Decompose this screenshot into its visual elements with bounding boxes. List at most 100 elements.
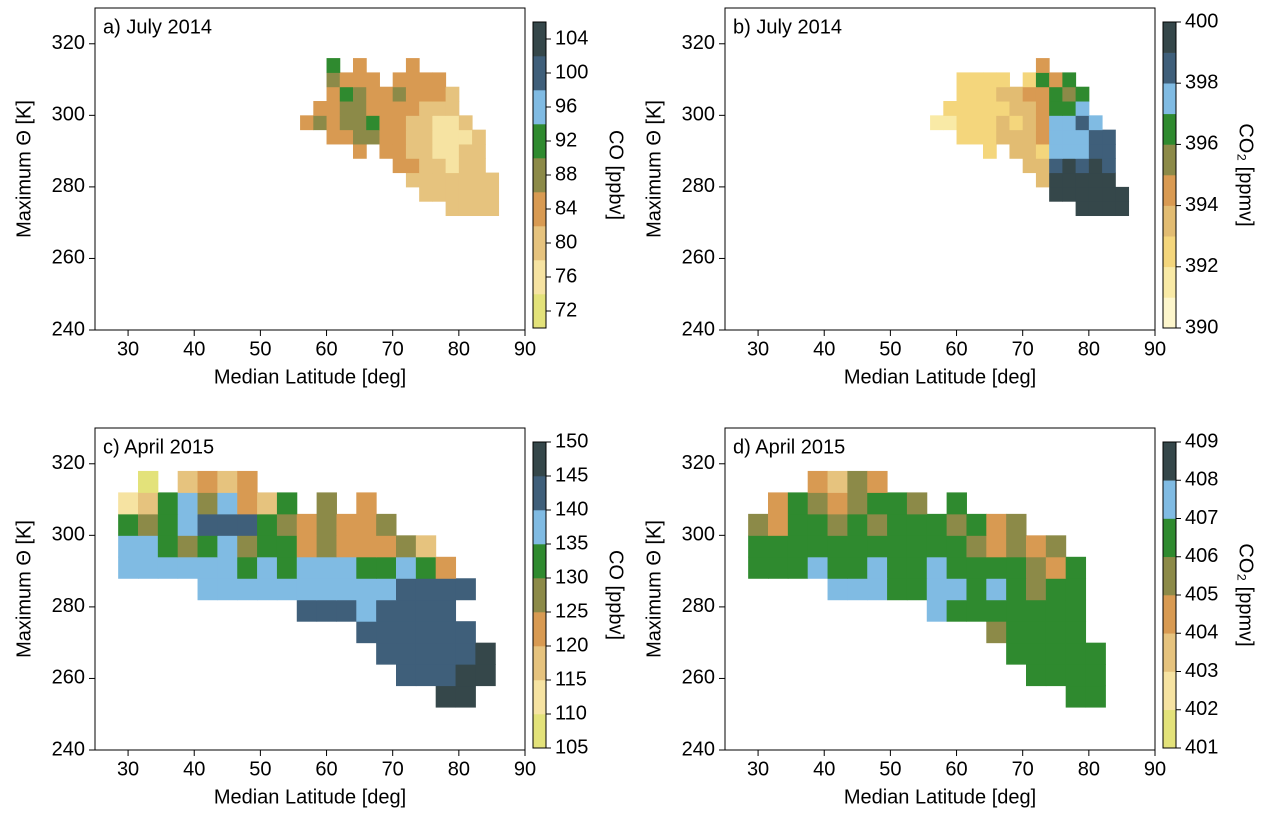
x-tick-label: 30 xyxy=(747,758,769,780)
heatmap-cell xyxy=(157,535,179,558)
colorbar-band xyxy=(1163,83,1176,115)
y-tick-label: 300 xyxy=(682,524,715,546)
heatmap-cell xyxy=(197,470,218,493)
heatmap-cell xyxy=(1062,129,1077,145)
colorbar-tick-label: 403 xyxy=(1185,660,1218,682)
heatmap-cell xyxy=(1026,578,1047,601)
heatmap-cell xyxy=(472,129,486,145)
heatmap-cell xyxy=(1065,578,1087,601)
x-tick-label: 70 xyxy=(382,338,404,360)
heatmap-cell xyxy=(197,492,218,515)
heatmap-cell xyxy=(1035,143,1050,159)
heatmap-cell xyxy=(339,86,354,102)
heatmap-cell xyxy=(118,535,139,558)
heatmap-cell xyxy=(118,513,139,536)
heatmap-cell xyxy=(276,492,298,515)
colorbar-tick-label: 84 xyxy=(555,197,577,219)
heatmap-cell xyxy=(366,101,380,116)
heatmap-cell xyxy=(445,201,460,217)
heatmap-cell xyxy=(1026,621,1047,644)
x-tick-label: 80 xyxy=(448,338,470,360)
heatmap-cell xyxy=(475,664,496,687)
heatmap-cell xyxy=(376,535,397,558)
x-axis-label: Median Latitude [deg] xyxy=(214,786,406,808)
colorbar-tick-label: 72 xyxy=(555,299,577,321)
heatmap-cell xyxy=(455,685,476,708)
heatmap-cell xyxy=(787,492,809,515)
heatmap-cell xyxy=(336,556,357,579)
heatmap-cell xyxy=(1065,599,1087,622)
heatmap-cell xyxy=(339,101,354,116)
heatmap-cell xyxy=(1075,158,1090,174)
colorbar-label: CO₂ [ppmv] xyxy=(1235,543,1257,646)
heatmap-cell xyxy=(1022,129,1037,145)
heatmap-cell xyxy=(1049,186,1063,202)
heatmap-cell xyxy=(1075,172,1090,188)
heatmap-cell xyxy=(237,492,258,515)
heatmap-cell xyxy=(847,492,868,515)
heatmap-cell xyxy=(996,129,1010,145)
heatmap-cell xyxy=(396,599,417,622)
heatmap-cell xyxy=(339,115,354,131)
colorbar-band xyxy=(533,680,546,715)
heatmap-cell xyxy=(326,101,341,116)
heatmap-cell xyxy=(445,115,460,131)
x-tick-label: 90 xyxy=(1144,758,1166,780)
y-tick-label: 280 xyxy=(52,175,85,197)
colorbar-band xyxy=(1163,556,1176,596)
heatmap-cell xyxy=(986,621,1007,644)
heatmap-cell xyxy=(1085,642,1106,665)
heatmap-cell xyxy=(313,101,328,116)
heatmap-cell xyxy=(445,129,460,145)
heatmap-cell xyxy=(392,72,407,88)
heatmap-cell xyxy=(1022,86,1037,102)
colorbar-tick-label: 400 xyxy=(1185,10,1218,32)
heatmap-cell xyxy=(1075,186,1090,202)
heatmap-cell xyxy=(419,129,433,145)
heatmap-cell xyxy=(956,72,971,88)
x-tick-label: 40 xyxy=(813,338,835,360)
heatmap-cell xyxy=(748,513,769,536)
heatmap-cell xyxy=(906,535,928,558)
colorbar-band xyxy=(533,22,546,57)
heatmap-cell xyxy=(326,86,341,102)
heatmap-cell xyxy=(177,513,199,536)
heatmap-cell xyxy=(768,556,789,579)
colorbar-label: CO₂ [ppmv] xyxy=(1235,123,1257,226)
heatmap-cell xyxy=(1049,143,1063,159)
heatmap-cell xyxy=(217,470,238,493)
colorbar-band xyxy=(533,646,546,681)
heatmap-cell xyxy=(1049,129,1063,145)
heatmap-cell xyxy=(316,578,337,601)
y-tick-label: 240 xyxy=(682,738,715,760)
heatmap-cell xyxy=(827,492,848,515)
heatmap-cell xyxy=(177,492,199,515)
x-tick-label: 50 xyxy=(249,338,271,360)
heatmap-cell xyxy=(1022,143,1037,159)
heatmap-cell xyxy=(926,599,948,622)
heatmap-cell xyxy=(432,158,447,174)
y-tick-label: 320 xyxy=(52,452,85,474)
heatmap-cell xyxy=(996,115,1010,131)
heatmap-cell xyxy=(432,143,447,159)
heatmap-cell xyxy=(807,535,829,558)
x-tick-label: 70 xyxy=(382,758,404,780)
colorbar-band xyxy=(1163,297,1176,329)
heatmap-cell xyxy=(996,101,1010,116)
heatmap-cell xyxy=(768,513,789,536)
colorbar-tick-label: 120 xyxy=(555,634,588,656)
heatmap-cell xyxy=(887,535,908,558)
heatmap-cell xyxy=(1006,599,1027,622)
x-tick-label: 80 xyxy=(1078,338,1100,360)
heatmap-cell xyxy=(353,72,367,88)
heatmap-cell xyxy=(419,143,433,159)
colorbar-band xyxy=(1163,52,1176,84)
heatmap-cell xyxy=(138,492,159,515)
y-axis-label: Maximum Θ [K] xyxy=(13,100,35,238)
heatmap-cell xyxy=(787,513,809,536)
heatmap-cell xyxy=(986,535,1007,558)
heatmap-cell xyxy=(1009,101,1024,116)
heatmap-cell xyxy=(787,535,809,558)
colorbar-tick-label: 408 xyxy=(1185,469,1218,491)
heatmap-cell xyxy=(1006,578,1027,601)
